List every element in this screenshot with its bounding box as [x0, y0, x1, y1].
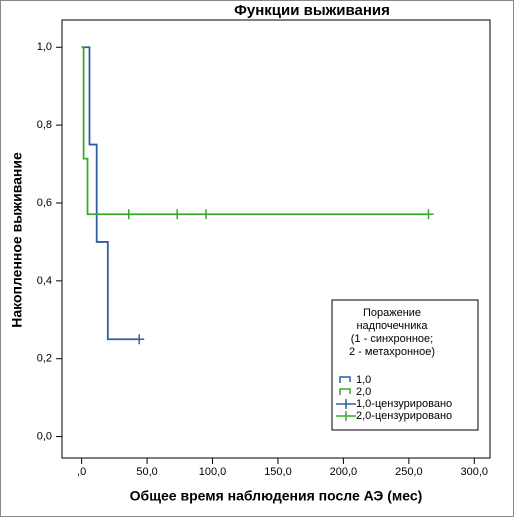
legend-label: 2,0-цензурировано	[356, 410, 452, 422]
x-tick-label: ,0	[77, 466, 86, 478]
y-tick-label: 1,0	[37, 41, 52, 53]
chart-title: Функции выживания	[234, 2, 390, 19]
legend-swatch	[336, 399, 356, 409]
y-tick-label: 0,6	[37, 197, 52, 209]
censor-mark	[172, 209, 183, 220]
legend-label: 1,0-цензурировано	[356, 398, 452, 410]
x-axis-label: Общее время наблюдения после АЭ (мес)	[130, 488, 423, 504]
legend-swatch	[339, 376, 351, 383]
x-tick-label: 50,0	[136, 466, 157, 478]
x-tick-label: 100,0	[199, 466, 227, 478]
y-tick-label: 0,4	[37, 275, 52, 287]
x-tick-label: 200,0	[330, 466, 358, 478]
censor-mark	[123, 209, 134, 220]
x-tick-label: 250,0	[395, 466, 423, 478]
censor-mark	[134, 334, 145, 345]
x-tick-label: 300,0	[461, 466, 489, 478]
x-tick-label: 150,0	[264, 466, 292, 478]
legend-title: (1 - синхронное;	[351, 333, 433, 345]
legend-swatch	[339, 388, 351, 395]
y-tick-label: 0,2	[37, 353, 52, 365]
y-tick-label: 0,8	[37, 119, 52, 131]
survival-line	[81, 46, 429, 216]
censor-mark	[423, 209, 434, 220]
legend-title: надпочечника	[356, 320, 428, 332]
legend-label: 2,0	[356, 386, 371, 398]
y-axis-label: Накопленное выживание	[9, 152, 25, 328]
censor-mark	[200, 209, 211, 220]
legend-title: Поражение	[363, 307, 421, 319]
legend-swatch	[336, 411, 356, 421]
legend-title: 2 - метахронное)	[349, 346, 435, 358]
legend-box	[331, 299, 479, 431]
legend-label: 1,0	[356, 374, 371, 386]
y-tick-label: 0,0	[37, 430, 52, 442]
survival-line	[81, 46, 140, 341]
